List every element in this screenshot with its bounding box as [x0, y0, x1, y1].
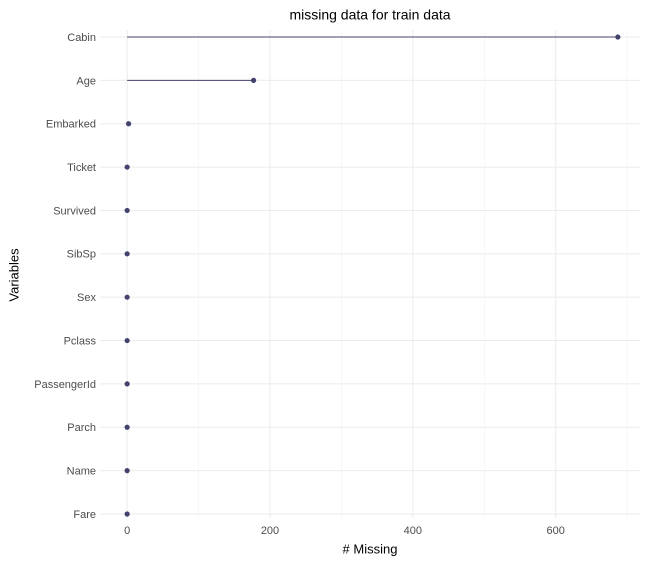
- dot: [615, 34, 621, 40]
- y-tick-label: Parch: [67, 422, 96, 434]
- dot: [124, 294, 130, 300]
- x-tick-label: 200: [261, 525, 279, 537]
- y-tick-label: Fare: [73, 509, 96, 521]
- y-tick-label: Cabin: [67, 32, 96, 44]
- y-axis-title: Variables: [6, 248, 21, 302]
- chart-title: missing data for train data: [289, 7, 450, 23]
- dot: [124, 424, 130, 430]
- dot: [124, 468, 130, 474]
- dot: [124, 511, 130, 517]
- y-tick-label: Ticket: [67, 162, 96, 174]
- dot: [124, 207, 130, 214]
- x-tick-label: 0: [124, 525, 130, 537]
- dot: [124, 251, 130, 257]
- dot: [124, 164, 130, 170]
- y-tick-label: SibSp: [67, 249, 96, 261]
- y-tick-label: Name: [67, 466, 96, 478]
- dot: [124, 337, 130, 344]
- dot: [125, 121, 132, 127]
- y-tick-label: PassengerId: [34, 379, 96, 391]
- x-tick-label: 600: [547, 525, 565, 537]
- x-axis-title: # Missing: [343, 541, 398, 556]
- y-tick-label: Sex: [77, 292, 96, 304]
- y-tick-label: Embarked: [46, 119, 96, 131]
- y-tick-label: Pclass: [64, 335, 97, 347]
- y-tick-label: Age: [76, 75, 96, 87]
- x-tick-label: 400: [404, 525, 422, 537]
- y-tick-label: Survived: [53, 205, 96, 217]
- dot: [124, 381, 130, 387]
- dot: [250, 77, 257, 83]
